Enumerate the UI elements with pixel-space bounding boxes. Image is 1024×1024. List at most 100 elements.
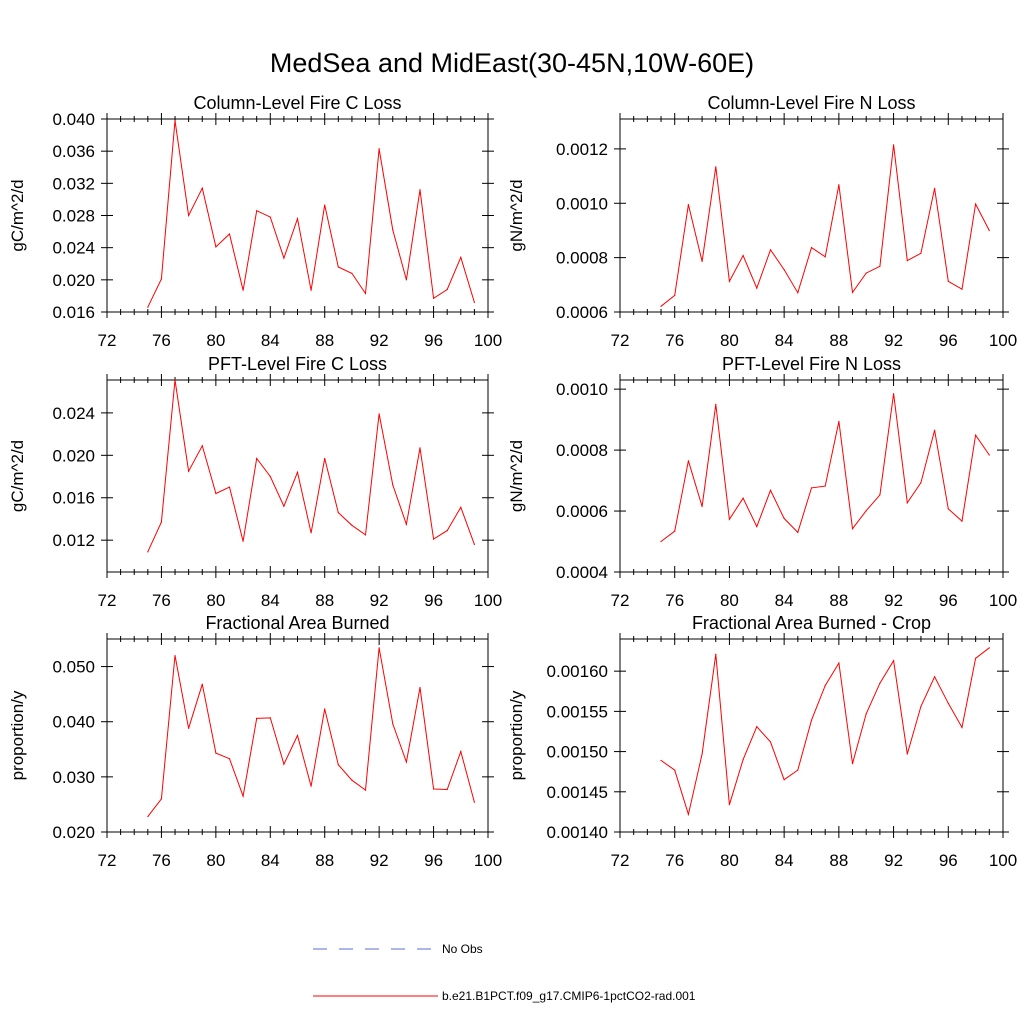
data-point xyxy=(473,543,475,546)
data-point xyxy=(988,647,990,649)
y-tick-label: 0.0008 xyxy=(556,249,608,268)
y-tick-label: 0.016 xyxy=(52,303,95,322)
data-point xyxy=(269,475,271,478)
data-point xyxy=(242,540,244,542)
data-point xyxy=(201,445,203,447)
panel-6: 72 76 80 84 88 92 96 100 0.00140 0.00145 0.00150 0.… xyxy=(507,613,1017,870)
data-point xyxy=(824,685,826,687)
data-point xyxy=(783,779,785,781)
y-axis-label: gC/m^2/d xyxy=(8,179,27,251)
y-tick-label: 0.0010 xyxy=(556,380,608,399)
data-point xyxy=(906,260,908,262)
x-tick-label: 92 xyxy=(884,331,903,350)
data-point xyxy=(215,492,217,495)
x-tick-label: 88 xyxy=(315,591,334,610)
data-point xyxy=(769,741,772,743)
y-tick-label: 0.040 xyxy=(52,110,95,129)
data-point xyxy=(188,214,190,217)
data-point xyxy=(364,292,367,295)
data-point xyxy=(174,654,176,657)
panel-3: 72 76 80 84 88 92 96 100 0.012 0.016 0.020 0.024 PFT… xyxy=(8,354,502,610)
data-point xyxy=(920,482,922,484)
data-point xyxy=(378,413,380,415)
data-point xyxy=(460,750,462,753)
data-point xyxy=(701,260,703,263)
data-point xyxy=(228,758,231,760)
data-point xyxy=(256,717,258,720)
x-tick-label: 96 xyxy=(424,591,443,610)
data-point xyxy=(432,297,435,299)
data-point xyxy=(147,306,149,308)
panel-title: PFT-Level Fire C Loss xyxy=(208,354,387,374)
data-point xyxy=(810,246,813,249)
panel-5: 72 76 80 84 88 92 96 100 0.020 0.030 0.040 0.050 Fra… xyxy=(8,613,502,870)
data-point xyxy=(296,218,299,220)
data-point xyxy=(269,216,271,218)
data-point xyxy=(283,257,285,259)
y-tick-label: 0.0004 xyxy=(556,563,608,582)
data-point xyxy=(160,278,163,280)
data-point xyxy=(392,229,394,231)
data-point xyxy=(296,471,299,473)
data-point xyxy=(865,713,867,715)
data-point xyxy=(742,497,744,499)
data-point xyxy=(405,279,407,281)
x-tick-label: 80 xyxy=(720,331,739,350)
data-point xyxy=(961,288,963,290)
panel-2: 72 76 80 84 88 92 96 100 0.0006 0.0008 0.0010 0.001… xyxy=(507,93,1017,350)
x-tick-label: 88 xyxy=(829,331,848,350)
data-point xyxy=(975,434,977,436)
data-point xyxy=(364,789,367,791)
data-point xyxy=(934,676,936,678)
data-point xyxy=(419,686,421,689)
data-point xyxy=(988,229,990,232)
y-axis-label: gN/m^2/d xyxy=(507,179,526,251)
data-point xyxy=(674,530,676,532)
data-point xyxy=(405,523,407,525)
data-point xyxy=(351,779,353,781)
data-point xyxy=(201,187,203,189)
data-point xyxy=(947,508,949,510)
data-point xyxy=(947,280,949,282)
data-point xyxy=(797,769,799,771)
y-tick-label: 0.016 xyxy=(52,489,95,508)
x-tick-label: 92 xyxy=(370,591,389,610)
data-point xyxy=(810,487,813,489)
y-tick-label: 0.00160 xyxy=(547,662,608,681)
x-tick-label: 84 xyxy=(775,331,794,350)
data-point xyxy=(351,524,353,526)
data-point xyxy=(310,785,312,787)
main-title: MedSea and MidEast(30-45N,10W-60E) xyxy=(270,48,754,78)
x-tick-label: 100 xyxy=(989,331,1017,350)
data-point xyxy=(838,662,840,664)
data-point xyxy=(783,268,785,271)
x-tick-label: 72 xyxy=(98,331,117,350)
data-point xyxy=(392,484,394,486)
y-tick-label: 0.020 xyxy=(52,446,95,465)
data-point xyxy=(283,763,285,765)
data-point xyxy=(851,291,854,294)
x-tick-label: 96 xyxy=(939,591,958,610)
data-point xyxy=(824,485,826,487)
x-tick-label: 96 xyxy=(939,331,958,350)
y-tick-label: 0.0006 xyxy=(556,303,608,322)
data-point xyxy=(892,393,895,395)
data-point xyxy=(432,788,435,790)
x-tick-label: 84 xyxy=(775,851,794,870)
y-tick-label: 0.00155 xyxy=(547,702,608,721)
x-tick-label: 80 xyxy=(206,331,225,350)
data-point xyxy=(460,256,462,258)
data-point xyxy=(460,506,462,508)
y-axis-label: proportion/y xyxy=(507,690,526,780)
y-axis-label: gN/m^2/d xyxy=(507,440,526,512)
panel-title: PFT-Level Fire N Loss xyxy=(722,354,901,374)
data-point xyxy=(975,203,977,205)
data-point xyxy=(865,272,867,274)
data-point xyxy=(337,511,339,514)
y-tick-label: 0.032 xyxy=(52,174,95,193)
panel-1: 72 76 80 84 88 92 96 100 0.016 0.020 0.024 0.028 0.0… xyxy=(8,93,502,350)
y-tick-label: 0.040 xyxy=(52,713,95,732)
data-point xyxy=(446,788,448,791)
data-point xyxy=(728,518,731,520)
panels: 72 76 80 84 88 92 96 100 0.016 0.020 0.024 0.028 0.0… xyxy=(8,93,1017,870)
